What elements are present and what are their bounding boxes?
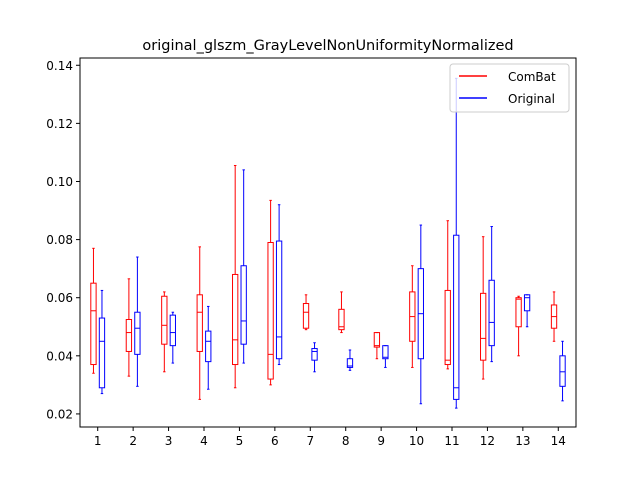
box-original-13 — [523, 294, 531, 328]
iqr-box — [311, 348, 318, 361]
iqr-box — [90, 282, 97, 366]
y-tick-label: 0.12 — [46, 117, 73, 131]
iqr-box — [275, 240, 283, 360]
iqr-box — [444, 289, 451, 366]
iqr-box — [169, 314, 176, 347]
iqr-box — [134, 311, 141, 355]
plot-area — [90, 77, 566, 409]
iqr-box — [338, 308, 345, 331]
box-combat-10 — [409, 265, 416, 368]
legend-label-combat: ComBat — [508, 70, 556, 84]
box-combat-8 — [338, 291, 345, 334]
y-tick-label: 0.10 — [46, 175, 73, 189]
box-original-3 — [169, 311, 176, 364]
x-tick-label: 6 — [271, 434, 279, 448]
box-original-9 — [382, 345, 389, 368]
legend: ComBat Original — [449, 63, 570, 113]
x-tick-label: 8 — [342, 434, 350, 448]
iqr-box — [488, 279, 495, 347]
y-tick-label: 0.14 — [46, 59, 73, 73]
iqr-box — [205, 330, 212, 363]
iqr-box — [480, 292, 487, 361]
iqr-box — [346, 358, 354, 368]
x-axis: 1 2 3 4 5 6 7 8 9 10 11 12 13 14 — [94, 427, 566, 448]
box-original-14 — [559, 340, 566, 402]
box-original-8 — [346, 349, 354, 371]
x-tick-label: 14 — [551, 434, 566, 448]
iqr-box — [196, 294, 203, 352]
box-combat-1 — [90, 247, 97, 374]
box-combat-14 — [550, 291, 558, 342]
y-tick-label: 0.04 — [46, 349, 73, 363]
x-tick-label: 2 — [129, 434, 137, 448]
box-original-5 — [240, 169, 247, 364]
box-combat-12 — [480, 236, 487, 380]
y-tick-label: 0.02 — [46, 407, 73, 421]
x-tick-label: 1 — [94, 434, 102, 448]
x-tick-label: 4 — [200, 434, 208, 448]
box-original-6 — [275, 204, 283, 366]
x-tick-label: 3 — [165, 434, 173, 448]
x-tick-label: 11 — [444, 434, 459, 448]
iqr-box — [302, 303, 310, 329]
x-tick-label: 10 — [409, 434, 424, 448]
box-combat-4 — [196, 246, 203, 400]
box-combat-7 — [302, 294, 310, 331]
box-original-2 — [134, 256, 141, 387]
x-tick-label: 9 — [377, 434, 385, 448]
iqr-box — [161, 295, 168, 345]
box-combat-5 — [232, 165, 239, 389]
iqr-box — [515, 297, 522, 328]
chart-title: original_glszm_GrayLevelNonUniformityNor… — [142, 38, 513, 54]
box-original-10 — [417, 224, 424, 405]
box-combat-9 — [373, 332, 381, 360]
box-original-1 — [98, 289, 106, 395]
box-original-12 — [488, 226, 495, 363]
box-original-7 — [311, 342, 318, 373]
iqr-box — [382, 345, 389, 360]
box-combat-6 — [267, 199, 274, 386]
iqr-box — [373, 332, 381, 348]
iqr-box — [98, 317, 106, 389]
iqr-box — [232, 273, 239, 366]
x-tick-label: 5 — [236, 434, 244, 448]
iqr-box — [125, 318, 133, 352]
iqr-box — [559, 355, 566, 387]
box-combat-11 — [444, 220, 451, 370]
x-tick-label: 7 — [306, 434, 314, 448]
iqr-box — [240, 265, 247, 345]
x-tick-label: 13 — [515, 434, 530, 448]
iqr-box — [453, 234, 460, 400]
legend-label-original: Original — [508, 92, 555, 106]
box-combat-13 — [515, 295, 522, 357]
y-tick-label: 0.06 — [46, 291, 73, 305]
iqr-box — [267, 242, 274, 380]
y-tick-label: 0.08 — [46, 233, 73, 247]
plot-frame — [79, 57, 577, 428]
y-axis: 0.02 0.04 0.06 0.08 0.10 0.12 0.14 — [46, 59, 80, 421]
box-combat-3 — [161, 291, 168, 373]
box-combat-2 — [125, 278, 133, 377]
iqr-box — [523, 294, 531, 312]
box-original-4 — [205, 305, 212, 390]
x-tick-label: 12 — [480, 434, 495, 448]
